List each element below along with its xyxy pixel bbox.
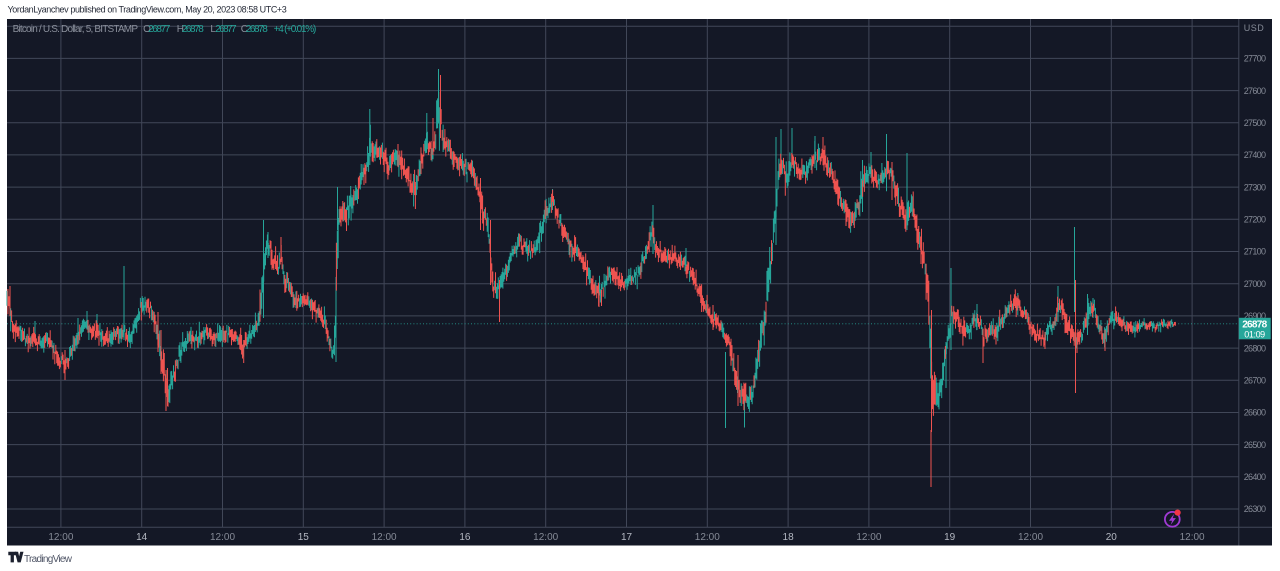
svg-text:16: 16 (459, 532, 471, 543)
svg-text:26878: 26878 (246, 24, 269, 35)
svg-text:+4 (+0.01%): +4 (+0.01%) (274, 24, 317, 35)
svg-text:12:00: 12:00 (1018, 532, 1043, 543)
svg-text:20: 20 (1106, 532, 1118, 543)
svg-text:26700: 26700 (1244, 376, 1266, 386)
svg-text:O: O (143, 24, 151, 35)
svg-text:12:00: 12:00 (210, 532, 235, 543)
svg-text:15: 15 (298, 532, 310, 543)
svg-text:27000: 27000 (1244, 279, 1266, 289)
svg-text:12:00: 12:00 (856, 532, 881, 543)
svg-text:C: C (241, 24, 248, 35)
svg-text:12:00: 12:00 (533, 532, 558, 543)
svg-text:12:00: 12:00 (1180, 532, 1205, 543)
svg-text:12:00: 12:00 (372, 532, 397, 543)
svg-text:26600: 26600 (1244, 408, 1266, 418)
svg-text:YordanLyanchev published on Tr: YordanLyanchev published on TradingView.… (8, 5, 287, 15)
svg-text:26877: 26877 (148, 24, 171, 35)
svg-text:27300: 27300 (1244, 182, 1266, 192)
svg-text:26500: 26500 (1244, 440, 1266, 450)
svg-text:19: 19 (944, 532, 956, 543)
svg-text:26878: 26878 (182, 24, 205, 35)
svg-text:27100: 27100 (1244, 247, 1266, 257)
svg-text:27700: 27700 (1244, 54, 1266, 64)
svg-text:26900: 26900 (1244, 311, 1266, 321)
svg-text:27200: 27200 (1244, 215, 1266, 225)
svg-text:TradingView: TradingView (24, 554, 73, 565)
svg-text:26877: 26877 (215, 24, 237, 35)
svg-text:L: L (210, 24, 216, 35)
svg-text:26400: 26400 (1244, 472, 1266, 482)
svg-text:26300: 26300 (1244, 504, 1266, 514)
svg-text:12:00: 12:00 (48, 532, 73, 543)
svg-text:27500: 27500 (1244, 118, 1266, 128)
svg-text:26878: 26878 (1242, 319, 1267, 330)
svg-text:27400: 27400 (1244, 150, 1266, 160)
svg-text:26800: 26800 (1244, 343, 1266, 353)
svg-text:18: 18 (783, 532, 795, 543)
svg-text:01:09: 01:09 (1244, 329, 1265, 339)
svg-text:USD: USD (1244, 23, 1265, 33)
svg-text:27600: 27600 (1244, 86, 1266, 96)
svg-text:H: H (177, 24, 184, 35)
svg-text:12:00: 12:00 (695, 532, 720, 543)
svg-text:17: 17 (621, 532, 633, 543)
svg-text:14: 14 (136, 532, 148, 543)
svg-text:Bitcoin / U.S. Dollar, 5, BITS: Bitcoin / U.S. Dollar, 5, BITSTAMP (13, 24, 139, 35)
